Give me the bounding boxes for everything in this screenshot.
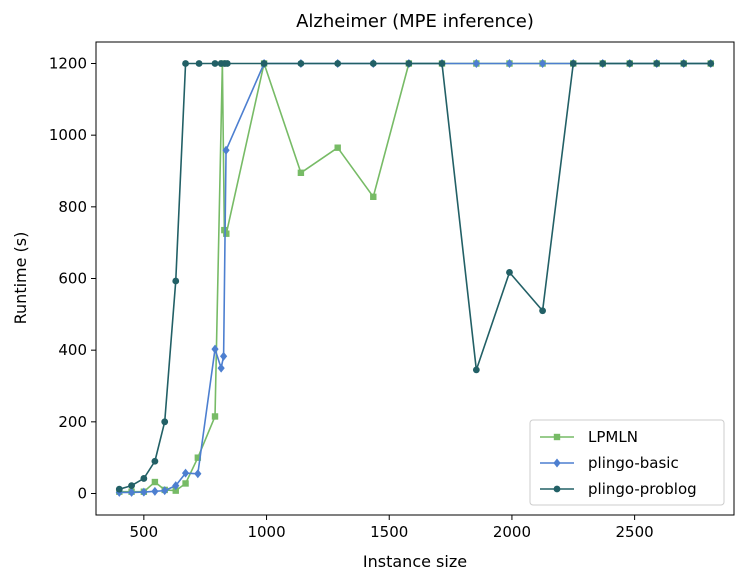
- data-point-plingo-basic: [472, 59, 480, 68]
- legend-marker-plingo-problog: [553, 485, 561, 493]
- data-point-plingo-problog: [405, 60, 413, 67]
- data-point-plingo-basic: [222, 145, 230, 155]
- legend-box: [529, 419, 725, 506]
- data-point-plingo-problog: [161, 418, 169, 426]
- data-point-lpmln: [151, 478, 159, 486]
- chart-title: Alzheimer (MPE inference): [296, 11, 534, 32]
- data-point-plingo-problog: [211, 60, 219, 67]
- chart-marks: [115, 59, 715, 497]
- legend-marker-lpmln: [553, 433, 561, 441]
- legend-entry-plingo-basic: plingo-basic: [540, 454, 679, 472]
- series-plingo-problog: [115, 60, 715, 493]
- data-point-lpmln: [370, 193, 377, 200]
- x-axis-ticks: 500 1000 1500 2000 2500: [130, 515, 654, 541]
- legend-label-plingo-basic: plingo-basic: [588, 454, 679, 472]
- data-point-plingo-problog: [195, 60, 203, 67]
- data-point-plingo-problog: [539, 307, 546, 315]
- data-point-lpmln: [211, 413, 219, 420]
- data-point-lpmln: [194, 454, 202, 461]
- data-point-plingo-basic: [194, 469, 202, 479]
- data-point-lpmln: [297, 169, 305, 176]
- data-point-plingo-problog: [472, 366, 480, 374]
- data-point-plingo-basic: [127, 487, 136, 497]
- legend-entry-plingo-problog: plingo-problog: [540, 480, 697, 498]
- data-point-plingo-problog: [626, 60, 634, 67]
- x-tick-label: 2500: [616, 523, 654, 541]
- x-tick-label: 1000: [247, 523, 285, 541]
- legend-marker-plingo-basic: [553, 458, 561, 468]
- data-point-plingo-basic: [217, 363, 225, 373]
- data-point-plingo-basic: [211, 344, 219, 354]
- y-tick-label: 0: [77, 485, 87, 503]
- data-point-plingo-problog: [334, 60, 342, 67]
- data-point-plingo-problog: [569, 60, 577, 67]
- legend-label-plingo-problog: plingo-problog: [588, 480, 697, 498]
- data-point-plingo-problog: [182, 60, 189, 67]
- data-point-plingo-problog: [115, 485, 123, 493]
- data-point-plingo-problog: [506, 269, 513, 276]
- y-axis-label: Runtime (s): [11, 232, 30, 325]
- legend-entry-lpmln: LPMLN: [540, 428, 638, 446]
- data-point-plingo-problog: [260, 60, 268, 67]
- data-point-plingo-problog: [369, 60, 377, 67]
- data-point-plingo-basic: [505, 59, 514, 68]
- x-tick-label: 1500: [370, 523, 408, 541]
- data-point-plingo-problog: [172, 277, 180, 285]
- data-point-lpmln: [172, 487, 179, 494]
- x-tick-label: 2000: [493, 523, 531, 541]
- y-axis-ticks: 0 200 400 600 800 1000 1200: [49, 55, 96, 503]
- y-tick-label: 400: [58, 341, 87, 359]
- data-point-plingo-basic: [539, 59, 547, 68]
- data-point-plingo-basic: [220, 351, 228, 361]
- data-point-plingo-problog: [438, 60, 446, 67]
- data-point-lpmln: [334, 144, 341, 151]
- data-point-plingo-basic: [172, 481, 180, 491]
- data-point-plingo-problog: [707, 60, 715, 67]
- data-point-plingo-basic: [151, 486, 159, 496]
- data-point-plingo-problog: [599, 60, 607, 67]
- data-point-lpmln: [223, 230, 230, 237]
- data-point-plingo-problog: [128, 482, 135, 490]
- y-tick-label: 1200: [49, 55, 87, 73]
- x-axis-label: Instance size: [363, 552, 467, 571]
- data-point-plingo-problog: [223, 60, 231, 67]
- data-point-plingo-problog: [151, 457, 159, 465]
- data-point-plingo-problog: [680, 60, 688, 67]
- data-point-plingo-basic: [181, 468, 190, 478]
- legend: LPMLN plingo-basic plingo-problog: [529, 419, 725, 506]
- y-tick-label: 600: [58, 270, 87, 288]
- x-tick-label: 500: [130, 523, 159, 541]
- y-tick-label: 800: [58, 198, 87, 216]
- data-point-plingo-problog: [653, 60, 661, 67]
- data-point-plingo-basic: [161, 486, 169, 496]
- data-point-plingo-problog: [140, 475, 148, 482]
- data-point-plingo-problog: [297, 60, 305, 67]
- legend-label-lpmln: LPMLN: [588, 428, 638, 446]
- data-point-plingo-basic: [140, 487, 148, 497]
- y-tick-label: 200: [58, 413, 87, 431]
- y-tick-label: 1000: [49, 126, 87, 144]
- data-point-lpmln: [182, 480, 189, 487]
